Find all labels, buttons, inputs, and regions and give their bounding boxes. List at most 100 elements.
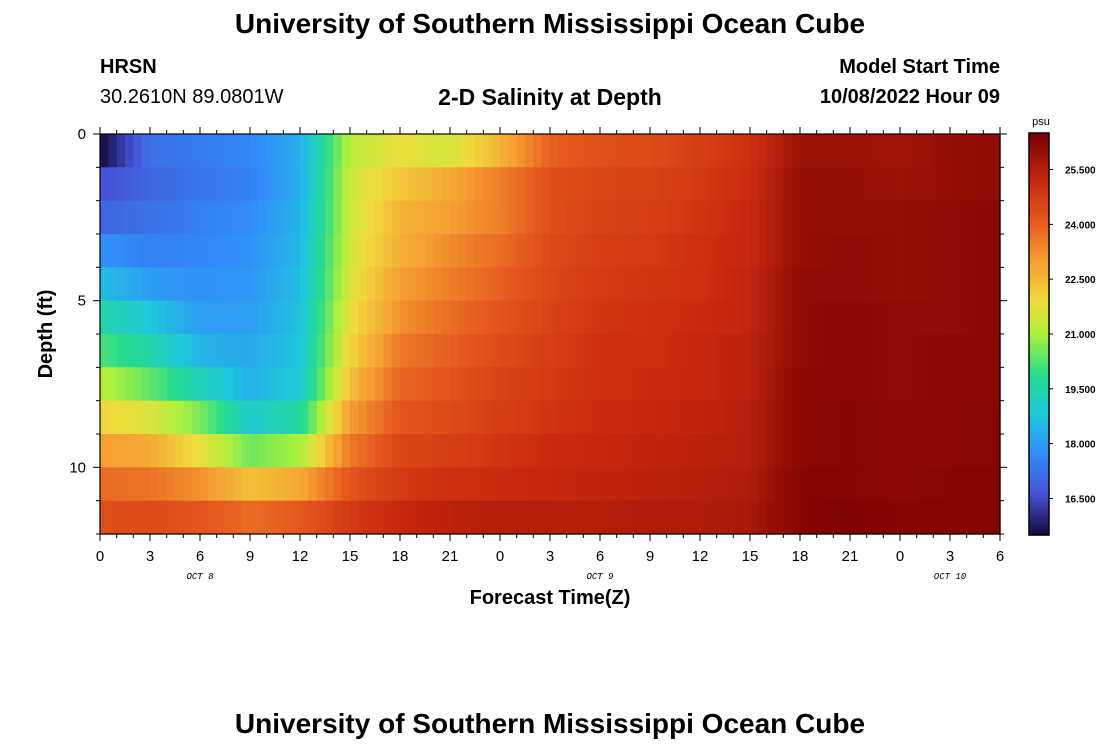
heatmap-cell xyxy=(333,400,343,435)
heatmap-cell xyxy=(383,334,393,368)
heatmap-cell xyxy=(600,200,609,235)
heatmap-cell xyxy=(916,200,926,235)
heatmap-cell xyxy=(458,500,468,535)
colorbar-segment xyxy=(1029,481,1049,486)
heatmap-cell xyxy=(858,500,868,535)
colorbar-segment xyxy=(1029,226,1049,231)
footer-title: University of Southern Mississippi Ocean… xyxy=(234,708,866,739)
heatmap-cell xyxy=(741,300,751,335)
heatmap-cell xyxy=(525,367,534,402)
heatmap-cell xyxy=(333,167,343,202)
heatmap-cell xyxy=(250,300,259,335)
heatmap-cell xyxy=(975,134,984,168)
heatmap-cell xyxy=(241,167,251,202)
heatmap-cell xyxy=(216,367,226,402)
colorbar-segment xyxy=(1029,514,1049,519)
heatmap-cell xyxy=(191,334,201,368)
heatmap-cell xyxy=(266,200,276,235)
heatmap-cell xyxy=(541,234,551,268)
heatmap-cell xyxy=(216,300,226,335)
heatmap-cell xyxy=(416,267,426,302)
heatmap-cell xyxy=(650,467,659,502)
heatmap-cell xyxy=(400,167,409,202)
station-coordinates: 30.2610N 89.0801W xyxy=(100,86,284,108)
heatmap-cell xyxy=(216,500,226,535)
heatmap-cell xyxy=(158,267,168,302)
heatmap-cell xyxy=(158,367,168,402)
heatmap-cell xyxy=(566,334,576,368)
heatmap-cell xyxy=(500,200,509,235)
colorbar-tick-label: 21.000 xyxy=(1065,330,1096,341)
heatmap-cell xyxy=(358,267,368,302)
heatmap-cell xyxy=(983,134,993,168)
heatmap-cell xyxy=(400,200,409,235)
heatmap-cell xyxy=(641,167,651,202)
heatmap-cell xyxy=(558,334,568,368)
heatmap-cell xyxy=(666,434,676,468)
heatmap-cell xyxy=(325,234,334,268)
heatmap-cell xyxy=(641,134,651,168)
heatmap-cell xyxy=(308,200,318,235)
heatmap-cell xyxy=(716,434,726,468)
heatmap-cell xyxy=(725,334,734,368)
heatmap-cell xyxy=(850,234,859,268)
heatmap-cell xyxy=(816,434,826,468)
heatmap-cell xyxy=(666,400,676,435)
heatmap-cell xyxy=(458,334,468,368)
heatmap-cell xyxy=(791,400,801,435)
heatmap-cell xyxy=(475,300,484,335)
heatmap-cell xyxy=(958,467,968,502)
heatmap-cell xyxy=(508,400,518,435)
heatmap-cell xyxy=(525,434,534,468)
heatmap-cell xyxy=(641,467,651,502)
heatmap-cell xyxy=(891,234,901,268)
heatmap-cell xyxy=(441,167,451,202)
heatmap-cell xyxy=(858,467,868,502)
heatmap-cell xyxy=(150,234,159,268)
heatmap-cell xyxy=(866,267,876,302)
heatmap-cell xyxy=(808,467,818,502)
heatmap-cell xyxy=(816,267,826,302)
heatmap-cell xyxy=(933,367,943,402)
x-tick-label: 6 xyxy=(596,548,604,565)
heatmap-cell xyxy=(900,167,909,202)
heatmap-cell xyxy=(700,434,709,468)
heatmap-cell xyxy=(441,267,451,302)
heatmap-cell xyxy=(716,400,726,435)
heatmap-cell xyxy=(850,467,859,502)
heatmap-cell xyxy=(150,134,159,168)
heatmap-cell xyxy=(141,234,151,268)
heatmap-cell xyxy=(991,300,1001,335)
heatmap-cell xyxy=(683,200,693,235)
heatmap-cell xyxy=(600,267,609,302)
colorbar-segment xyxy=(1029,250,1049,255)
heatmap-cell xyxy=(333,300,343,335)
heatmap-cell xyxy=(208,467,218,502)
heatmap-cell xyxy=(141,467,151,502)
heatmap-cell xyxy=(441,234,451,268)
colorbar-segment xyxy=(1029,176,1049,181)
heatmap-cell xyxy=(408,500,418,535)
y-tick-label: 10 xyxy=(69,459,86,476)
heatmap-cell xyxy=(700,400,709,435)
heatmap-cell xyxy=(900,234,909,268)
x-tick-label: 6 xyxy=(996,548,1004,565)
heatmap-cell xyxy=(416,467,426,502)
heatmap-cell xyxy=(400,267,409,302)
heatmap-cell xyxy=(808,134,818,168)
heatmap-cell xyxy=(733,267,743,302)
heatmap-cell xyxy=(891,467,901,502)
heatmap-cell xyxy=(591,134,601,168)
heatmap-cell xyxy=(950,334,959,368)
heatmap-cell xyxy=(258,134,268,168)
heatmap-cell xyxy=(358,167,368,202)
heatmap-cell xyxy=(383,167,393,202)
heatmap-cell xyxy=(800,367,809,402)
heatmap-cell xyxy=(616,467,626,502)
heatmap-cell xyxy=(900,134,909,168)
heatmap-cell xyxy=(375,167,384,202)
colorbar-segment xyxy=(1029,173,1049,178)
heatmap-cell xyxy=(216,467,226,502)
heatmap-cell xyxy=(375,200,384,235)
heatmap-cell xyxy=(541,467,551,502)
